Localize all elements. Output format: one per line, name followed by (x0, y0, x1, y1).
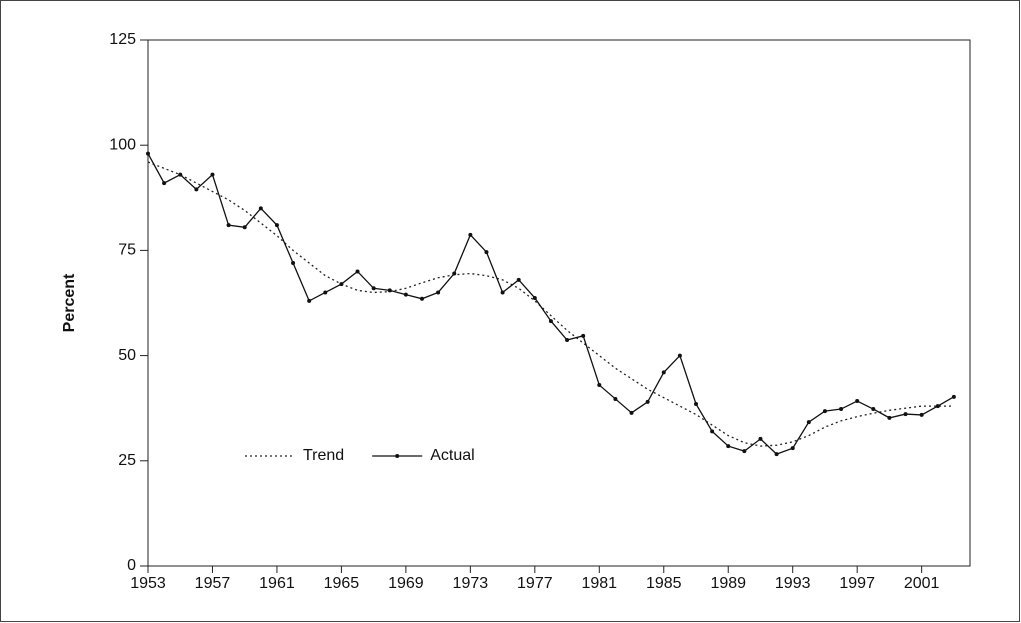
y-tick-label: 125 (109, 31, 136, 48)
x-tick-label: 1977 (517, 575, 553, 592)
data-point (484, 250, 489, 255)
data-point (210, 172, 215, 177)
data-point (274, 223, 279, 228)
data-point (500, 290, 505, 295)
data-point (742, 449, 747, 454)
x-tick-label: 1957 (195, 575, 231, 592)
data-point (581, 333, 586, 338)
data-point (242, 225, 247, 230)
x-tick-label: 1981 (581, 575, 617, 592)
data-point (355, 269, 360, 274)
series-line (147, 161, 954, 447)
plot-area (147, 39, 971, 567)
y-tick-label: 25 (118, 452, 136, 469)
data-point (677, 353, 682, 358)
data-point (146, 151, 150, 156)
x-tick-label: 1969 (388, 575, 424, 592)
y-tick-label: 75 (118, 242, 136, 259)
data-point (468, 232, 473, 237)
data-point (371, 286, 376, 291)
data-point (903, 412, 908, 417)
data-point (162, 181, 167, 186)
legend-marker (395, 454, 400, 458)
data-point (403, 292, 408, 297)
y-axis-label: Percent (61, 273, 78, 332)
data-point (420, 296, 424, 301)
data-point (871, 407, 876, 412)
x-tick-label: 1989 (710, 575, 746, 592)
legend-label: Trend (303, 447, 344, 464)
y-tick-label: 100 (109, 136, 136, 153)
data-point (516, 277, 521, 282)
x-tick-label: 1961 (259, 575, 295, 592)
y-tick-label: 50 (118, 347, 136, 364)
data-point (839, 407, 844, 412)
data-point (790, 446, 795, 451)
x-tick-label: 1997 (839, 575, 875, 592)
x-tick-label: 1993 (775, 575, 811, 592)
x-tick-label: 2001 (904, 575, 940, 592)
data-point (178, 172, 183, 177)
x-tick-label: 1985 (646, 575, 682, 592)
y-tick-label: 0 (127, 557, 136, 574)
data-point (855, 399, 860, 404)
data-point (258, 206, 263, 211)
data-point (726, 444, 731, 449)
data-point (919, 412, 924, 417)
data-point (758, 436, 763, 441)
data-point (645, 399, 650, 404)
data-point (436, 290, 441, 295)
data-point (548, 319, 553, 324)
legend-label: Actual (430, 447, 474, 464)
data-point (194, 187, 199, 192)
data-point (339, 282, 344, 287)
data-point (387, 288, 392, 293)
data-point (887, 415, 892, 420)
data-point (452, 271, 457, 276)
data-point (710, 429, 715, 434)
data-point (307, 298, 312, 303)
data-point (565, 338, 570, 343)
data-point (935, 404, 940, 409)
data-point (613, 396, 618, 401)
data-point (597, 383, 602, 388)
data-point (291, 261, 296, 266)
data-point (806, 420, 811, 425)
data-point (323, 290, 328, 295)
data-point (694, 401, 698, 406)
x-tick-label: 1973 (453, 575, 489, 592)
data-point (774, 452, 779, 457)
data-point (661, 370, 666, 375)
data-point (951, 394, 956, 399)
x-tick-label: 1965 (324, 575, 360, 592)
x-tick-label: 1953 (130, 575, 166, 592)
data-point (822, 409, 827, 414)
data-point (629, 410, 634, 415)
series-line (147, 153, 955, 455)
data-point (226, 223, 231, 228)
data-point (532, 295, 537, 300)
